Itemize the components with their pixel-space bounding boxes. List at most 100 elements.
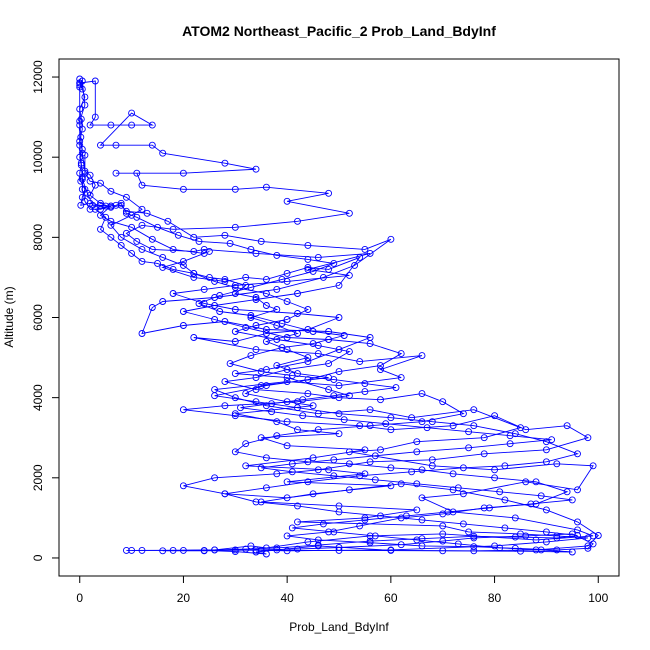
- data-point: [231, 328, 239, 335]
- data-point: [402, 512, 410, 520]
- data-point: [283, 442, 291, 450]
- data-point: [408, 414, 416, 422]
- data-point: [428, 456, 436, 464]
- data-point: [76, 121, 84, 129]
- data-point: [148, 141, 156, 149]
- data-point: [506, 432, 514, 440]
- data-point: [459, 490, 467, 498]
- data-point: [169, 245, 177, 253]
- data-point: [288, 460, 296, 468]
- data-point: [361, 446, 369, 454]
- data-point: [439, 530, 447, 538]
- data-point: [226, 360, 234, 368]
- data-point: [221, 402, 229, 410]
- data-point: [309, 328, 317, 335]
- data-point: [309, 340, 317, 348]
- data-point: [325, 386, 333, 394]
- data-point: [330, 376, 338, 384]
- data-point: [522, 426, 530, 434]
- data-point: [268, 408, 276, 416]
- data-point: [179, 257, 187, 265]
- data-point: [190, 334, 198, 341]
- data-point: [470, 543, 478, 551]
- data-point: [382, 420, 390, 428]
- data-point: [459, 410, 467, 418]
- x-tick-label: 100: [588, 591, 608, 605]
- data-point: [340, 332, 348, 339]
- data-point: [273, 432, 281, 440]
- series-line: [84, 155, 594, 552]
- data-point: [122, 207, 130, 215]
- data-point: [128, 249, 136, 257]
- y-tick-label: 6000: [31, 304, 45, 331]
- data-point: [81, 197, 89, 205]
- data-point: [112, 169, 120, 177]
- data-point: [231, 223, 239, 231]
- data-point: [459, 464, 467, 472]
- data-point: [86, 121, 94, 129]
- data-point: [330, 528, 338, 536]
- data-point: [439, 547, 447, 555]
- data-point: [294, 404, 301, 412]
- data-point: [122, 546, 130, 554]
- data-point: [330, 456, 338, 464]
- data-point: [231, 370, 239, 378]
- data-point: [511, 533, 519, 541]
- data-point: [122, 229, 130, 237]
- data-point: [496, 544, 504, 552]
- data-point: [335, 546, 343, 554]
- data-point: [107, 221, 115, 229]
- data-point: [237, 404, 244, 412]
- data-point: [283, 418, 291, 426]
- data-point: [211, 392, 219, 400]
- data-point: [491, 474, 499, 482]
- data-point: [377, 396, 384, 404]
- data-point: [496, 488, 504, 496]
- data-point: [294, 502, 301, 510]
- data-point: [84, 189, 91, 197]
- data-point: [78, 175, 86, 183]
- data-point: [574, 486, 581, 494]
- data-point: [506, 440, 514, 448]
- data-point: [589, 532, 597, 540]
- data-point: [273, 251, 281, 259]
- data-point: [242, 440, 250, 448]
- data-point: [418, 390, 426, 398]
- x-tick-label: 0: [76, 591, 83, 605]
- data-point: [78, 77, 86, 85]
- data-point: [128, 109, 136, 117]
- data-point: [299, 412, 307, 420]
- data-point: [252, 374, 260, 382]
- data-point: [262, 302, 270, 309]
- data-point: [330, 472, 338, 480]
- data-point: [377, 366, 384, 374]
- data-point: [283, 494, 291, 502]
- data-point: [459, 520, 467, 528]
- data-point: [304, 255, 312, 263]
- data-point: [154, 259, 161, 267]
- data-point: [335, 410, 343, 418]
- data-point: [226, 239, 234, 247]
- data-point: [262, 382, 270, 390]
- data-point: [491, 466, 499, 474]
- data-point: [408, 468, 416, 476]
- data-point: [128, 223, 136, 231]
- x-tick-label: 40: [280, 591, 294, 605]
- data-point: [283, 366, 291, 374]
- data-point: [221, 231, 229, 239]
- data-point: [537, 546, 545, 554]
- data-point: [501, 462, 509, 470]
- data-point: [252, 346, 260, 354]
- data-point: [200, 300, 208, 307]
- data-point: [470, 422, 478, 430]
- data-point: [304, 354, 312, 362]
- data-point: [179, 261, 187, 269]
- data-point: [174, 231, 182, 239]
- y-tick-label: 12000: [31, 60, 45, 94]
- data-point: [221, 159, 229, 167]
- data-point: [574, 532, 581, 539]
- data-point: [413, 448, 421, 456]
- data-point: [216, 308, 224, 315]
- data-point: [148, 235, 156, 243]
- data-point: [231, 410, 239, 418]
